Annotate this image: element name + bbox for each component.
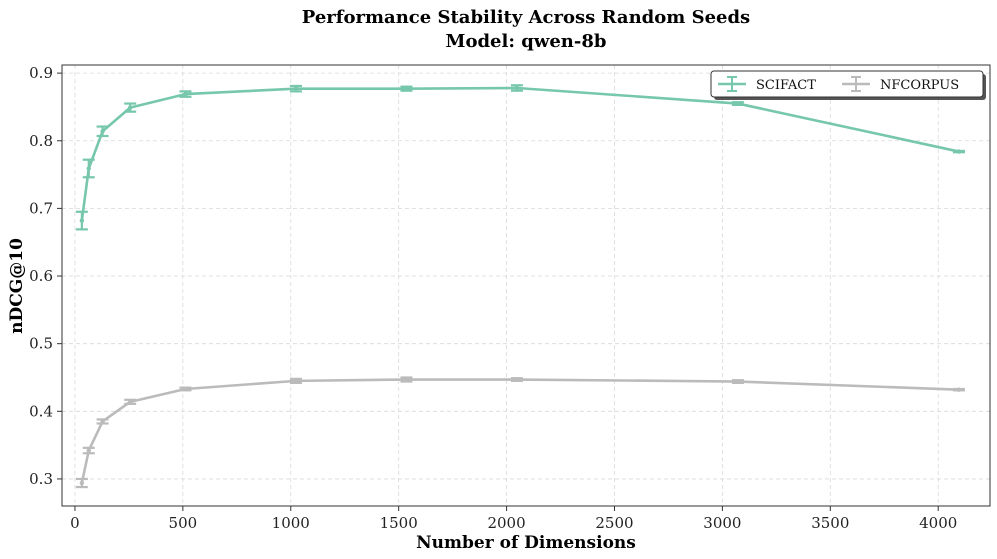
- series-nfcorpus: [75, 376, 965, 489]
- data-point: [293, 86, 299, 91]
- x-tick-label: 1500: [380, 514, 418, 532]
- data-point: [127, 105, 133, 110]
- data-point: [514, 377, 520, 382]
- x-tick-label: 3000: [703, 514, 741, 532]
- series-scifact: [75, 84, 965, 231]
- legend-item-scifact: SCIFACT: [718, 76, 816, 93]
- chart-subtitle: Model: qwen-8b: [446, 31, 607, 52]
- y-axis-title: nDCG@10: [7, 238, 27, 334]
- legend-item-nfcorpus: NFCORPUS: [842, 76, 959, 93]
- legend-label: NFCORPUS: [880, 78, 959, 93]
- data-point: [735, 379, 741, 384]
- data-point: [293, 378, 299, 384]
- data-point: [956, 149, 962, 154]
- data-point: [735, 101, 741, 106]
- legend: SCIFACT NFCORPUS: [710, 70, 986, 100]
- x-tick-label: 2000: [487, 514, 525, 532]
- y-tick-label: 0.5: [29, 335, 53, 353]
- data-point: [183, 386, 188, 392]
- data-point: [100, 419, 105, 424]
- data-point: [404, 377, 409, 382]
- data-point: [86, 448, 91, 453]
- data-point: [183, 91, 188, 97]
- data-point: [100, 129, 105, 134]
- y-tick-label: 0.6: [29, 267, 53, 285]
- data-point: [404, 86, 409, 91]
- x-tick-label: 2500: [595, 514, 633, 532]
- x-axis-title: Number of Dimensions: [416, 533, 636, 553]
- series-line-nfcorpus: [80, 378, 959, 484]
- chart-title: Performance Stability Across Random Seed…: [302, 7, 750, 28]
- y-tick-label: 0.7: [29, 199, 53, 217]
- data-point: [127, 399, 133, 405]
- data-point: [86, 166, 91, 171]
- data-point: [79, 218, 85, 223]
- data-point: [79, 480, 85, 486]
- legend-label: SCIFACT: [756, 78, 816, 93]
- x-tick-label: 3500: [811, 514, 849, 532]
- x-tick-label: 4000: [919, 514, 957, 532]
- series-line-scifact: [80, 86, 960, 221]
- y-tick-label: 0.3: [29, 470, 53, 488]
- y-tick-label: 0.8: [29, 132, 53, 150]
- y-tick-label: 0.4: [29, 402, 53, 420]
- y-tick-label: 0.9: [29, 64, 53, 82]
- plot-frame: [61, 64, 991, 507]
- ticks: 0 500 1000 1500 2000 2500 3000 3500 4000 0.3 0.4 0.…: [29, 64, 957, 532]
- data-point: [956, 387, 962, 392]
- x-tick-label: 500: [169, 514, 198, 532]
- x-tick-label: 0: [70, 514, 80, 532]
- grid: [62, 65, 990, 506]
- x-tick-label: 1000: [272, 514, 310, 532]
- series-layer: [75, 84, 965, 489]
- data-point: [514, 85, 520, 91]
